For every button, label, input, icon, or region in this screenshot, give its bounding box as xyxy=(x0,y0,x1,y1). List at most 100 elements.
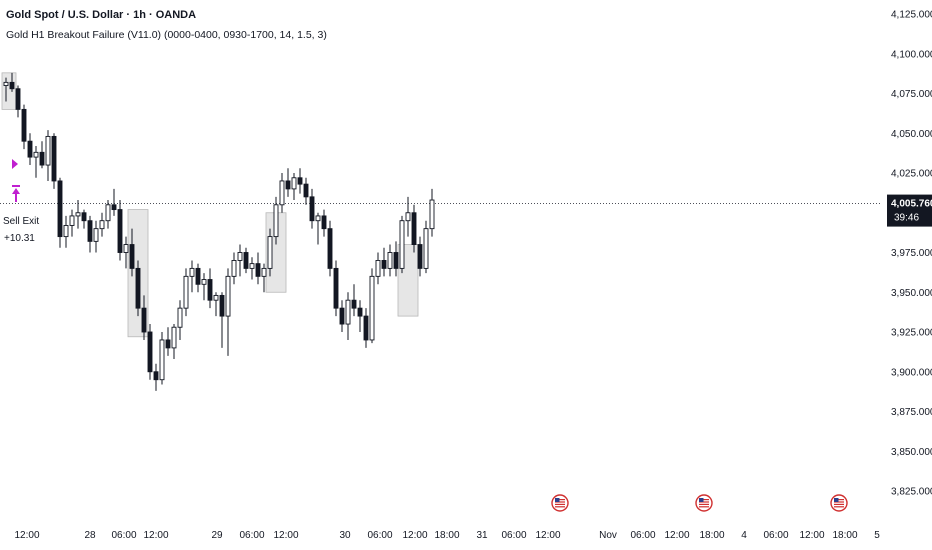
candle xyxy=(135,260,141,317)
candle xyxy=(213,292,219,317)
candle xyxy=(117,200,123,261)
current-price-badge: 4,005.760 39:46 xyxy=(887,194,932,227)
candle xyxy=(243,247,249,274)
candle xyxy=(291,173,297,201)
candle xyxy=(273,196,279,245)
y-tick-label: 4,125.000 xyxy=(891,10,932,21)
x-tick-label: 06:00 xyxy=(501,530,526,541)
candle xyxy=(171,324,177,360)
candle xyxy=(123,236,129,269)
sell-exit-label: Sell Exit xyxy=(3,216,39,227)
candle xyxy=(339,300,345,332)
x-tick-label: 5 xyxy=(874,530,880,541)
candle xyxy=(189,260,195,293)
x-tick-label: 28 xyxy=(84,530,96,541)
candle xyxy=(111,188,117,216)
candle xyxy=(69,209,75,237)
candles xyxy=(3,72,435,391)
us-flag-event-icon[interactable] xyxy=(551,494,569,512)
y-tick-label: 4,100.000 xyxy=(891,49,932,60)
us-flag-event-icon[interactable] xyxy=(830,494,848,512)
triangle-right-icon xyxy=(12,159,18,169)
candle xyxy=(177,300,183,340)
sell-exit-value: +10.31 xyxy=(4,233,35,244)
breakout-box xyxy=(1,72,17,110)
x-tick-label: 06:00 xyxy=(630,530,655,541)
candle xyxy=(375,252,381,285)
candle xyxy=(147,324,153,380)
bar-countdown: 39:46 xyxy=(894,213,919,224)
x-tick-label: 06:00 xyxy=(239,530,264,541)
candle xyxy=(129,228,135,277)
candle xyxy=(27,133,33,166)
x-tick-label: 12:00 xyxy=(143,530,168,541)
x-tick-label: 12:00 xyxy=(664,530,689,541)
chart-title[interactable]: Gold Spot / U.S. Dollar · 1h · OANDA xyxy=(6,9,197,21)
candle xyxy=(417,236,423,277)
candle xyxy=(279,173,285,213)
candle xyxy=(309,188,315,229)
candle xyxy=(423,220,429,274)
time-axis[interactable]: 12:00 28 06:00 12:00 29 06:00 12:00 30 06:00 12:0… xyxy=(14,530,880,541)
candle xyxy=(45,130,51,181)
candle xyxy=(99,212,105,237)
x-tick-label: 31 xyxy=(476,530,488,541)
candle xyxy=(285,168,291,197)
y-tick-label: 3,875.000 xyxy=(891,407,932,418)
candle xyxy=(297,168,303,194)
y-tick-label: 3,850.000 xyxy=(891,447,932,458)
candle xyxy=(33,145,39,178)
candle xyxy=(363,308,369,348)
x-tick-label: 12:00 xyxy=(402,530,427,541)
candle xyxy=(237,244,243,277)
y-tick-label: 3,900.000 xyxy=(891,367,932,378)
candle xyxy=(393,241,399,277)
y-tick-label: 3,925.000 xyxy=(891,328,932,339)
candle xyxy=(201,273,207,301)
candle xyxy=(357,300,363,332)
candle xyxy=(75,200,81,229)
candle xyxy=(165,327,171,356)
candle xyxy=(303,177,309,205)
y-tick-label: 3,950.000 xyxy=(891,288,932,299)
candle xyxy=(159,332,165,385)
candle xyxy=(387,244,393,277)
x-tick-label: 29 xyxy=(211,530,223,541)
candle xyxy=(267,228,273,277)
current-price-value: 4,005.760 xyxy=(891,199,932,210)
candle xyxy=(219,292,225,348)
price-axis[interactable]: 4,125.000 4,100.000 4,075.000 4,050.000 4,02… xyxy=(891,10,932,498)
candle xyxy=(225,268,231,356)
candle xyxy=(327,220,333,277)
candle xyxy=(87,215,93,253)
candle xyxy=(63,215,69,248)
candle xyxy=(321,209,327,237)
candle xyxy=(249,257,255,280)
x-tick-label: 18:00 xyxy=(434,530,459,541)
event-markers xyxy=(551,494,848,512)
candle xyxy=(153,363,159,391)
candle xyxy=(57,177,63,248)
x-tick-label: 12:00 xyxy=(273,530,298,541)
x-tick-label: 06:00 xyxy=(367,530,392,541)
candle xyxy=(39,141,45,169)
candle xyxy=(345,292,351,340)
sell-signal-markers: Sell Exit +10.31 xyxy=(3,159,39,244)
candle xyxy=(315,212,321,245)
indicator-legend[interactable]: Gold H1 Breakout Failure (V11.0) (0000-0… xyxy=(6,29,327,41)
candle xyxy=(141,295,147,340)
candle xyxy=(195,263,201,293)
x-tick-label: 4 xyxy=(741,530,747,541)
y-tick-label: 4,075.000 xyxy=(891,89,932,100)
x-tick-label: 18:00 xyxy=(699,530,724,541)
us-flag-event-icon[interactable] xyxy=(695,494,713,512)
candle xyxy=(405,196,411,237)
candle xyxy=(429,188,435,237)
candle xyxy=(51,133,57,189)
candle xyxy=(411,204,417,253)
candle xyxy=(207,268,213,309)
candle xyxy=(183,268,189,317)
x-tick-label: 06:00 xyxy=(763,530,788,541)
candle xyxy=(15,85,21,118)
